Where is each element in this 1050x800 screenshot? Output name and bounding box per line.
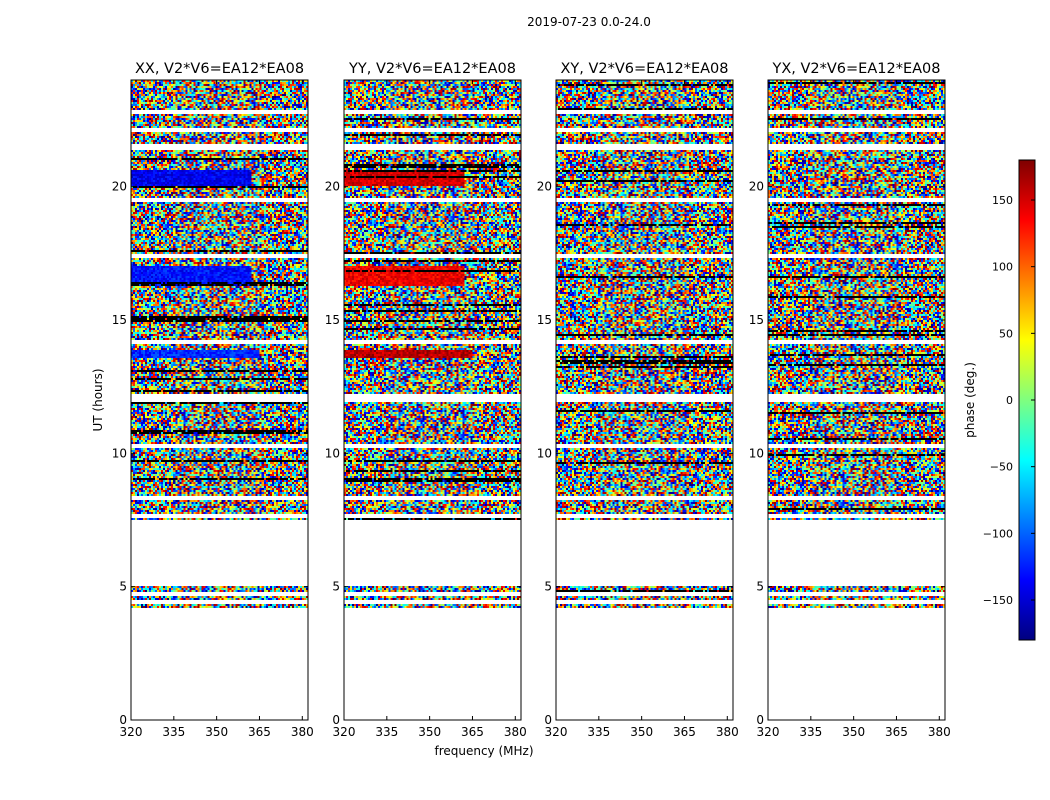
panel-4: YX, V2*V6=EA12*EA08 320 335 350 365 380 0 5 10 15…: [749, 61, 951, 739]
panel-3: XY, V2*V6=EA12*EA08 320 335 350 365 380 0 5 10 15…: [537, 61, 739, 739]
x-tick-label: 350: [418, 725, 441, 739]
y-axis-label: UT (hours): [91, 368, 105, 431]
x-tick-label: 335: [587, 725, 610, 739]
axes-frame: [130, 79, 309, 721]
colorbar-tick-label: −100: [983, 527, 1013, 540]
y-tick-label: 5: [119, 580, 127, 594]
y-tick-label: 0: [119, 713, 127, 727]
axes-frame: [767, 79, 946, 721]
x-tick-label: 320: [120, 725, 143, 739]
colorbar-tick-label: 0: [1006, 394, 1013, 407]
y-tick-label: 20: [749, 180, 764, 194]
y-tick-label: 20: [112, 180, 127, 194]
y-tick-label: 20: [325, 180, 340, 194]
panels: XX, V2*V6=EA12*EA08 320 335 350 365 380 0 5 10 15…: [112, 61, 951, 739]
heatmap-image-2: [344, 80, 521, 720]
colorbar-tick-label: 150: [992, 194, 1013, 207]
heatmap-image-4: [768, 80, 945, 720]
x-tick-label: 320: [757, 725, 780, 739]
x-tick-label: 380: [504, 725, 527, 739]
x-tick-label: 320: [545, 725, 568, 739]
y-tick-label: 10: [749, 446, 764, 460]
y-tick-label: 15: [112, 313, 127, 327]
colorbar-label: phase (deg.): [963, 362, 977, 438]
x-axis-label: frequency (MHz): [434, 744, 533, 758]
colorbar-tick-label: 50: [999, 327, 1013, 340]
x-tick-label: 335: [375, 725, 398, 739]
y-tick-label: 0: [332, 713, 340, 727]
axes-frame: [343, 79, 522, 721]
colorbar-tick-label: −150: [983, 594, 1013, 607]
axes-frame: [555, 79, 734, 721]
x-tick-label: 320: [333, 725, 356, 739]
x-tick-label: 350: [205, 725, 228, 739]
figure-suptitle: 2019-07-23 0.0-24.0: [527, 15, 651, 29]
heatmap-image-1: [131, 80, 308, 720]
y-tick-label: 15: [749, 313, 764, 327]
x-tick-label: 365: [885, 725, 908, 739]
x-tick-label: 380: [716, 725, 739, 739]
colorbar-tick-label: −50: [990, 461, 1013, 474]
panel-1: XX, V2*V6=EA12*EA08 320 335 350 365 380 0 5 10 15…: [112, 61, 314, 739]
panel-title: XY, V2*V6=EA12*EA08: [560, 61, 728, 77]
x-tick-label: 335: [799, 725, 822, 739]
colorbar: −150 −100 −50 0 50 100 150: [983, 159, 1036, 641]
x-tick-label: 335: [162, 725, 185, 739]
y-tick-label: 20: [537, 180, 552, 194]
panel-title: XX, V2*V6=EA12*EA08: [135, 61, 304, 77]
x-tick-label: 380: [291, 725, 314, 739]
x-tick-label: 380: [928, 725, 951, 739]
y-tick-label: 5: [544, 580, 552, 594]
y-tick-label: 15: [325, 313, 340, 327]
y-tick-label: 10: [112, 446, 127, 460]
x-tick-label: 350: [630, 725, 653, 739]
y-tick-label: 10: [325, 446, 340, 460]
y-tick-label: 10: [537, 446, 552, 460]
x-tick-label: 350: [842, 725, 865, 739]
colorbar-tick-label: 100: [992, 261, 1013, 274]
y-tick-label: 0: [756, 713, 764, 727]
y-tick-label: 0: [544, 713, 552, 727]
panel-title: YY, V2*V6=EA12*EA08: [348, 61, 516, 77]
y-tick-label: 5: [756, 580, 764, 594]
panel-2: YY, V2*V6=EA12*EA08 320 335 350 365 380 0 5 10 15…: [325, 61, 527, 739]
panel-title: YX, V2*V6=EA12*EA08: [771, 61, 940, 77]
x-tick-label: 365: [461, 725, 484, 739]
x-tick-label: 365: [248, 725, 271, 739]
x-tick-label: 365: [673, 725, 696, 739]
y-tick-label: 5: [332, 580, 340, 594]
heatmap-image-3: [556, 80, 733, 720]
y-tick-label: 15: [537, 313, 552, 327]
